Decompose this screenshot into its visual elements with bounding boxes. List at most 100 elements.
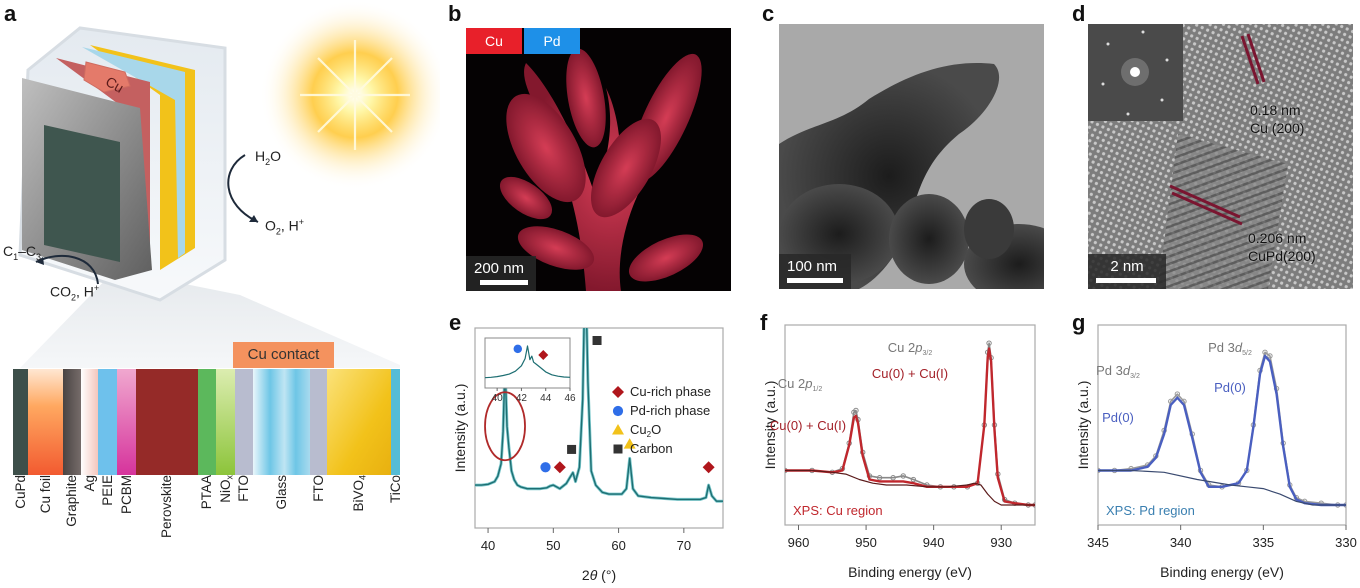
data-series-point: [890, 475, 896, 481]
data-series-point: [876, 475, 883, 481]
xps-pd-chart: 345 340 335 330 Binding energy (eV) Intensity…: [1075, 324, 1357, 580]
x-tick-label: 940: [923, 535, 945, 550]
reaction-co2-h: CO2, H+: [50, 283, 100, 303]
xrd-chart: 40 50 60 70 2θ (°) Intensity (a.u.) Cu-rich ph…: [452, 327, 724, 583]
inset-tick-label: 42: [516, 393, 528, 404]
panel-label-c: c: [762, 1, 775, 26]
layer-cu-foil: [28, 369, 63, 475]
panel-label-g: g: [1072, 310, 1086, 335]
device-illustration: Cu: [13, 0, 440, 475]
inset-marker-diamond: [538, 350, 549, 360]
layer-label: Perovskite: [159, 475, 174, 539]
x-tick-label: 335: [1252, 535, 1274, 550]
layer-label: BiVO4: [351, 475, 368, 512]
layer-label: NiOx: [217, 475, 235, 503]
plot-frame: [474, 327, 724, 529]
x-axis-label: Binding energy (eV): [1160, 564, 1284, 580]
x-tick-label: 70: [677, 538, 691, 553]
layer-stack-bar: [13, 369, 400, 475]
layer-label: FTO: [236, 475, 251, 502]
x-tick-label: 345: [1087, 535, 1109, 550]
panel-label-a: a: [4, 1, 17, 26]
x-tick-label: 40: [481, 538, 495, 553]
orbital-label: Cu 2p3/2: [888, 340, 933, 357]
chemical-state-label: Pd(0): [1102, 410, 1134, 425]
background-series: [1098, 469, 1346, 506]
layer-peie: [98, 369, 117, 475]
data-series-point: [910, 476, 917, 483]
x-tick-label: 340: [1170, 535, 1192, 550]
fit-series: [1098, 354, 1346, 507]
x-axis-label: 2θ (°): [582, 567, 616, 583]
x-tick-label: 950: [855, 535, 877, 550]
chemical-state-label: Cu(0) + Cu(I): [872, 366, 948, 381]
x-tick-label: 930: [990, 535, 1012, 550]
chemical-state-label: Pd(0): [1214, 380, 1246, 395]
eds-map-image: Cu Pd 200 nm: [466, 28, 731, 291]
scale-bar-c: 100 nm: [779, 254, 851, 289]
scale-bar-d: 2 nm: [1088, 254, 1166, 289]
plot-frame: [784, 324, 1036, 526]
inset-tick-label: 44: [540, 393, 552, 404]
panel-a-device-schematic: a: [0, 0, 440, 588]
scale-bar-label: 200 nm: [474, 260, 525, 277]
x-tick-label: 60: [611, 538, 625, 553]
layer-ptaa: [198, 369, 216, 475]
layer-bivo4: [327, 369, 391, 475]
y-axis-label: Intensity (a.u.): [1075, 381, 1091, 470]
phase-marker-square: [592, 336, 602, 345]
layer-label: Graphite: [64, 475, 79, 527]
reaction-o2-h: O2, H+: [265, 217, 305, 237]
x-tick-label: 960: [788, 535, 810, 550]
layer-label: CuPd: [12, 475, 28, 509]
panel-label-b: b: [448, 1, 462, 26]
plot-frame: [1097, 324, 1347, 526]
legend-label: Cu2O: [630, 422, 661, 439]
phase-marker-diamond: [702, 461, 715, 474]
orbital-label: Cu 2p1/2: [778, 376, 823, 393]
device-cathode-window: [44, 125, 120, 262]
lattice-fringes: [1088, 24, 1353, 289]
legend-marker-triangle: [612, 424, 624, 435]
inset-tick-label: 46: [564, 393, 576, 404]
arrow-reduction: [35, 254, 99, 285]
data-series-point: [1267, 353, 1273, 359]
background-series: [785, 469, 1035, 506]
data-series-point: [1174, 391, 1181, 397]
region-label: XPS: Pd region: [1106, 503, 1195, 518]
legend-pd: Pd: [524, 28, 580, 54]
inset-line: [484, 345, 571, 379]
layer-label: PEIE: [99, 475, 115, 506]
phase-marker-circle: [540, 462, 551, 473]
device-cu-label: Cu: [103, 73, 127, 96]
layer-perovskite: [136, 369, 198, 475]
panel-label-f: f: [760, 310, 768, 335]
scale-bar-label: 100 nm: [787, 258, 838, 275]
tem-particle: [779, 63, 1044, 289]
lattice-annotation-1: 0.18 nm Cu (200): [1250, 102, 1305, 136]
data-series-point: [986, 340, 992, 346]
orbital-label: Pd 3d3/2: [1096, 363, 1140, 380]
layer-label: TiCo: [387, 475, 403, 504]
layer-label: PTAA: [199, 475, 214, 510]
peak-highlight-ellipse: [484, 391, 526, 462]
cu-contact-label: Cu contact: [233, 342, 334, 368]
layer-niox: [216, 369, 235, 475]
scale-bar-label: 2 nm: [1110, 258, 1144, 275]
layer-tico: [391, 369, 400, 475]
inset-marker-circle: [513, 344, 523, 354]
layer-label: Cu foil: [37, 475, 53, 514]
layer-label: PCBM: [118, 475, 134, 515]
xrd-line: [475, 328, 723, 502]
x-tick-label: 50: [546, 538, 560, 553]
device-layer-bivo4: [90, 45, 195, 270]
x-tick-label: 330: [1335, 535, 1357, 550]
inset-tick-label: 40: [492, 393, 504, 404]
lattice-annotation-2: 0.206 nm CuPd(200): [1248, 230, 1316, 264]
chemical-state-label: Cu(0) + Cu(I): [770, 418, 846, 433]
device-cu-contact: [83, 61, 131, 93]
layer-cupd: [13, 369, 28, 475]
panel-label-d: d: [1072, 1, 1086, 26]
phase-marker-diamond: [553, 461, 566, 474]
y-axis-label: Intensity (a.u.): [762, 381, 778, 470]
